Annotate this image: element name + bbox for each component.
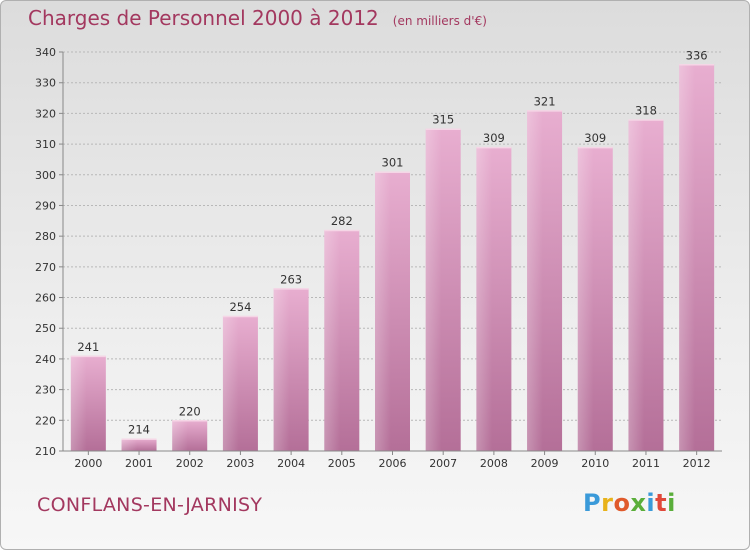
y-tick-label: 290 [35,199,56,212]
proxiti-logo: Proxiti [583,489,676,517]
x-tick-label: 2007 [429,457,457,470]
data-label: 282 [331,214,353,228]
y-tick-label: 270 [35,261,56,274]
y-tick-label: 220 [35,414,56,427]
x-tick-label: 2001 [125,457,153,470]
logo-letter: o [613,489,631,517]
x-tick-label: 2000 [74,457,102,470]
logo-letter: i [646,489,656,517]
axis-layer: 210 220 230 240 250 260 270 280 290 300 310 320 330 3… [35,46,722,470]
data-label: 254 [229,300,251,314]
x-tick-label: 2002 [176,457,204,470]
logo-letter: t [655,489,668,517]
y-tick-label: 210 [35,445,56,458]
y-tick-label: 330 [35,77,56,90]
x-tick-label: 2012 [683,457,711,470]
bar-highlight [527,110,543,452]
y-tick-label: 240 [35,353,56,366]
data-label: 241 [77,340,99,354]
data-label: 315 [432,113,454,127]
x-tick-label: 2011 [632,457,660,470]
data-label: 336 [686,48,708,62]
bar-highlight [375,171,391,451]
y-tick-label: 340 [35,46,56,59]
x-tick-label: 2005 [328,457,356,470]
logo-letter: i [667,489,676,517]
logo-letter: r [601,489,614,517]
commune-name: CONFLANS-EN-JARNISY [37,494,263,516]
bar-highlight [577,147,594,451]
bar-layer [70,64,715,452]
logo-letter: x [630,489,647,517]
bar-highlight [476,147,493,451]
bar-highlight [273,288,290,451]
bar-highlight [628,119,645,452]
data-label: 214 [128,423,150,437]
y-tick-label: 320 [35,107,56,120]
data-label: 321 [534,94,556,108]
x-tick-label: 2003 [226,457,254,470]
y-tick-label: 300 [35,169,56,182]
chart-subtitle: (en milliers d'€) [392,14,487,28]
y-tick-label: 310 [35,138,56,151]
x-tick-label: 2006 [379,457,407,470]
x-tick-label: 2004 [277,457,305,470]
data-label: 318 [635,104,657,118]
bar-highlight [324,230,341,451]
bar-highlight [222,315,239,451]
data-label: 309 [483,131,505,145]
bar-highlight [425,128,442,451]
bar-highlight [70,355,87,451]
data-label: 301 [382,156,404,170]
bar-highlight [679,64,695,452]
data-label: 309 [584,131,606,145]
y-tick-label: 280 [35,230,56,243]
logo-letter: P [583,489,602,517]
x-tick-label: 2010 [581,457,609,470]
x-tick-label: 2009 [531,457,559,470]
data-label: 263 [280,272,302,286]
bar-highlight [172,420,188,451]
bar-highlight [121,438,138,451]
x-tick-label: 2008 [480,457,508,470]
y-tick-label: 260 [35,292,56,305]
title-text: Charges de Personnel 2000 à 2012 [28,6,379,30]
y-tick-label: 230 [35,384,56,397]
y-tick-label: 250 [35,322,56,335]
chart-title: Charges de Personnel 2000 à 2012 (en mill… [28,6,487,30]
data-label: 220 [179,404,201,418]
